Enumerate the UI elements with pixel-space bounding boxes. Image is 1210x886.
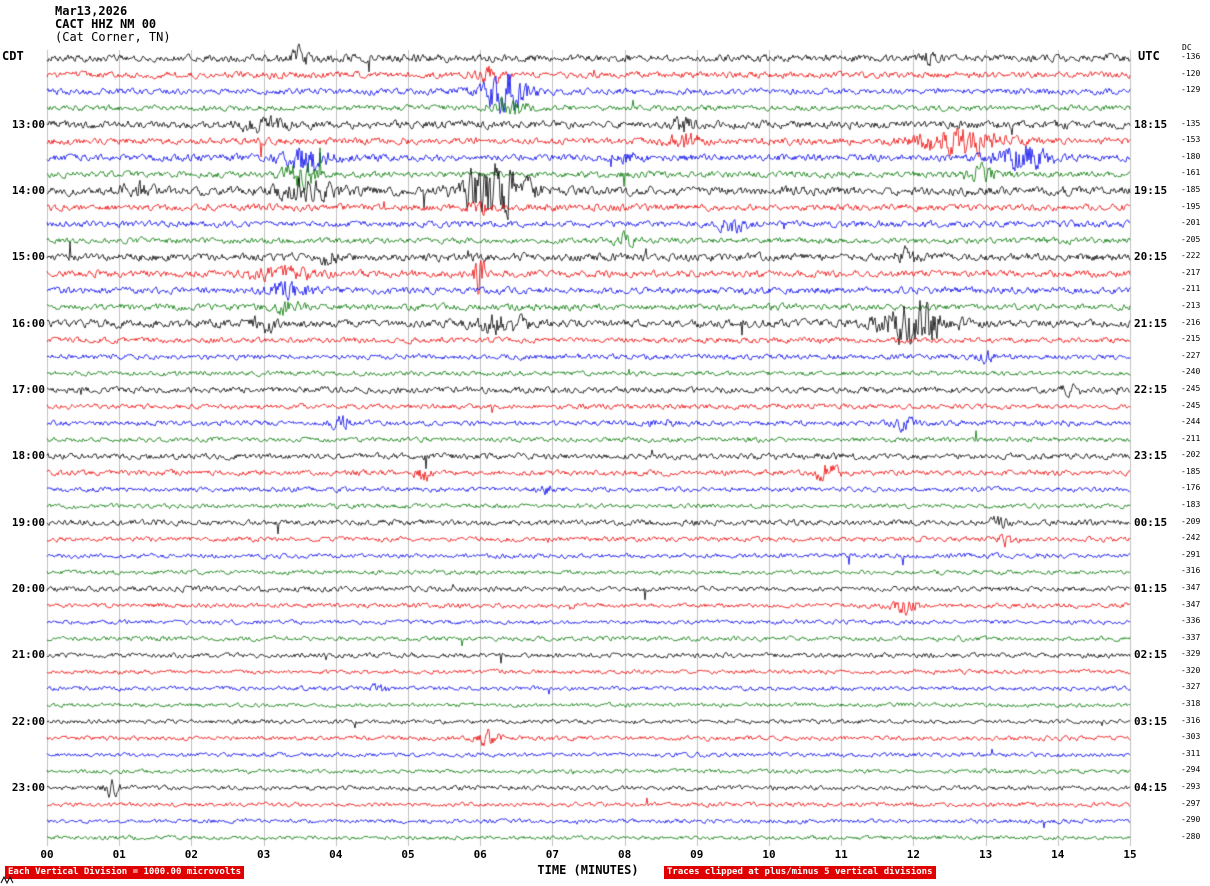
clipping-note: Traces clipped at plus/minus 5 vertical … (664, 866, 936, 879)
dc-offset-column-header: DC (1182, 43, 1192, 52)
header-date: Mar13,2026 (55, 4, 128, 18)
header-station: CACT HHZ NM 00 (55, 17, 157, 31)
local-timezone-label: CDT (2, 49, 24, 63)
header-location: (Cat Corner, TN) (55, 30, 171, 44)
vertical-scale-note: Each Vertical Division = 1000.00 microvo… (5, 866, 244, 879)
utc-timezone-label: UTC (1138, 49, 1160, 63)
x-axis-title: TIME (MINUTES) (537, 863, 639, 877)
corner-squiggle-icon (0, 875, 14, 885)
